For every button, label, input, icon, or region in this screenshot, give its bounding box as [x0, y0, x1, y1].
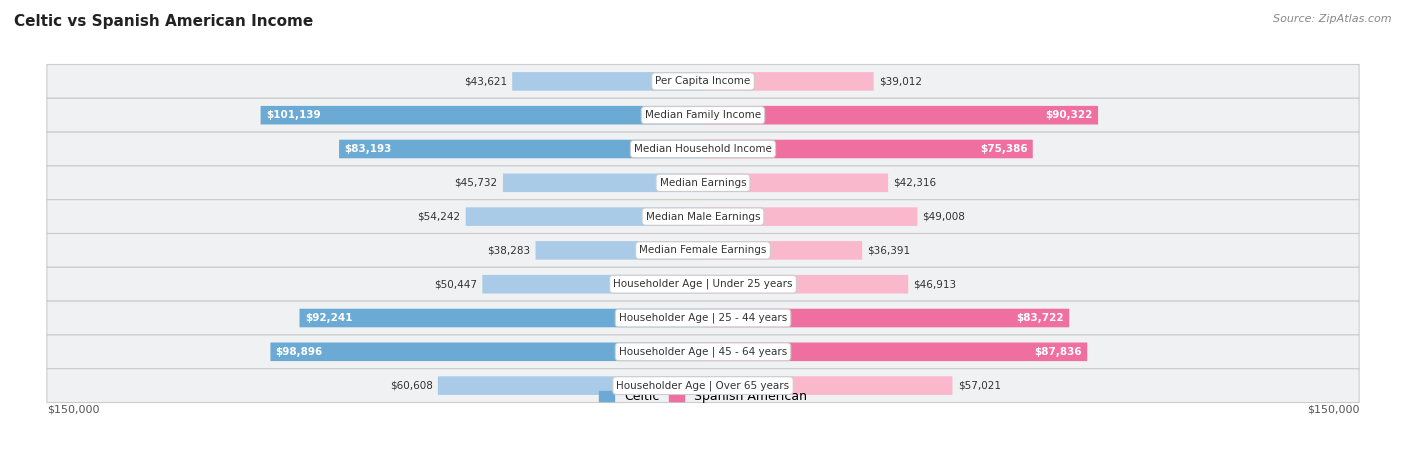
- Text: $92,241: $92,241: [305, 313, 353, 323]
- FancyBboxPatch shape: [46, 267, 1360, 301]
- FancyBboxPatch shape: [46, 369, 1360, 403]
- Text: $42,316: $42,316: [893, 178, 936, 188]
- FancyBboxPatch shape: [703, 140, 1033, 158]
- FancyBboxPatch shape: [299, 309, 703, 327]
- FancyBboxPatch shape: [703, 72, 873, 91]
- FancyBboxPatch shape: [46, 301, 1360, 335]
- Text: Householder Age | Over 65 years: Householder Age | Over 65 years: [616, 380, 790, 391]
- Text: $43,621: $43,621: [464, 77, 508, 86]
- FancyBboxPatch shape: [260, 106, 703, 125]
- Text: Per Capita Income: Per Capita Income: [655, 77, 751, 86]
- Text: Householder Age | 25 - 44 years: Householder Age | 25 - 44 years: [619, 313, 787, 323]
- Text: $150,000: $150,000: [1306, 405, 1360, 415]
- FancyBboxPatch shape: [46, 166, 1360, 200]
- Text: Median Family Income: Median Family Income: [645, 110, 761, 120]
- Text: $83,193: $83,193: [344, 144, 392, 154]
- FancyBboxPatch shape: [703, 342, 1087, 361]
- Text: $150,000: $150,000: [46, 405, 100, 415]
- Text: $75,386: $75,386: [980, 144, 1028, 154]
- FancyBboxPatch shape: [465, 207, 703, 226]
- Text: Celtic vs Spanish American Income: Celtic vs Spanish American Income: [14, 14, 314, 29]
- Text: $38,283: $38,283: [486, 245, 530, 255]
- Text: $54,242: $54,242: [418, 212, 461, 222]
- Text: $50,447: $50,447: [434, 279, 477, 289]
- FancyBboxPatch shape: [703, 106, 1098, 125]
- FancyBboxPatch shape: [437, 376, 703, 395]
- Text: $83,722: $83,722: [1017, 313, 1064, 323]
- Text: $49,008: $49,008: [922, 212, 966, 222]
- Text: $90,322: $90,322: [1046, 110, 1092, 120]
- FancyBboxPatch shape: [703, 241, 862, 260]
- FancyBboxPatch shape: [703, 275, 908, 293]
- Text: Median Female Earnings: Median Female Earnings: [640, 245, 766, 255]
- Text: Householder Age | Under 25 years: Householder Age | Under 25 years: [613, 279, 793, 290]
- FancyBboxPatch shape: [703, 376, 952, 395]
- FancyBboxPatch shape: [703, 207, 917, 226]
- FancyBboxPatch shape: [46, 64, 1360, 98]
- Text: $39,012: $39,012: [879, 77, 922, 86]
- Text: $87,836: $87,836: [1035, 347, 1083, 357]
- FancyBboxPatch shape: [46, 132, 1360, 166]
- Text: Householder Age | 45 - 64 years: Householder Age | 45 - 64 years: [619, 347, 787, 357]
- Text: $98,896: $98,896: [276, 347, 323, 357]
- Text: $57,021: $57,021: [957, 381, 1001, 390]
- FancyBboxPatch shape: [46, 98, 1360, 132]
- FancyBboxPatch shape: [536, 241, 703, 260]
- Text: $36,391: $36,391: [868, 245, 911, 255]
- FancyBboxPatch shape: [503, 174, 703, 192]
- Text: Source: ZipAtlas.com: Source: ZipAtlas.com: [1274, 14, 1392, 24]
- Legend: Celtic, Spanish American: Celtic, Spanish American: [593, 385, 813, 408]
- Text: Median Male Earnings: Median Male Earnings: [645, 212, 761, 222]
- FancyBboxPatch shape: [339, 140, 703, 158]
- FancyBboxPatch shape: [703, 309, 1069, 327]
- FancyBboxPatch shape: [482, 275, 703, 293]
- FancyBboxPatch shape: [46, 200, 1360, 234]
- FancyBboxPatch shape: [512, 72, 703, 91]
- Text: $45,732: $45,732: [454, 178, 498, 188]
- FancyBboxPatch shape: [270, 342, 703, 361]
- FancyBboxPatch shape: [46, 234, 1360, 267]
- Text: Median Earnings: Median Earnings: [659, 178, 747, 188]
- FancyBboxPatch shape: [703, 174, 889, 192]
- Text: Median Household Income: Median Household Income: [634, 144, 772, 154]
- Text: $101,139: $101,139: [266, 110, 321, 120]
- FancyBboxPatch shape: [46, 335, 1360, 369]
- Text: $46,913: $46,913: [914, 279, 956, 289]
- Text: $60,608: $60,608: [389, 381, 433, 390]
